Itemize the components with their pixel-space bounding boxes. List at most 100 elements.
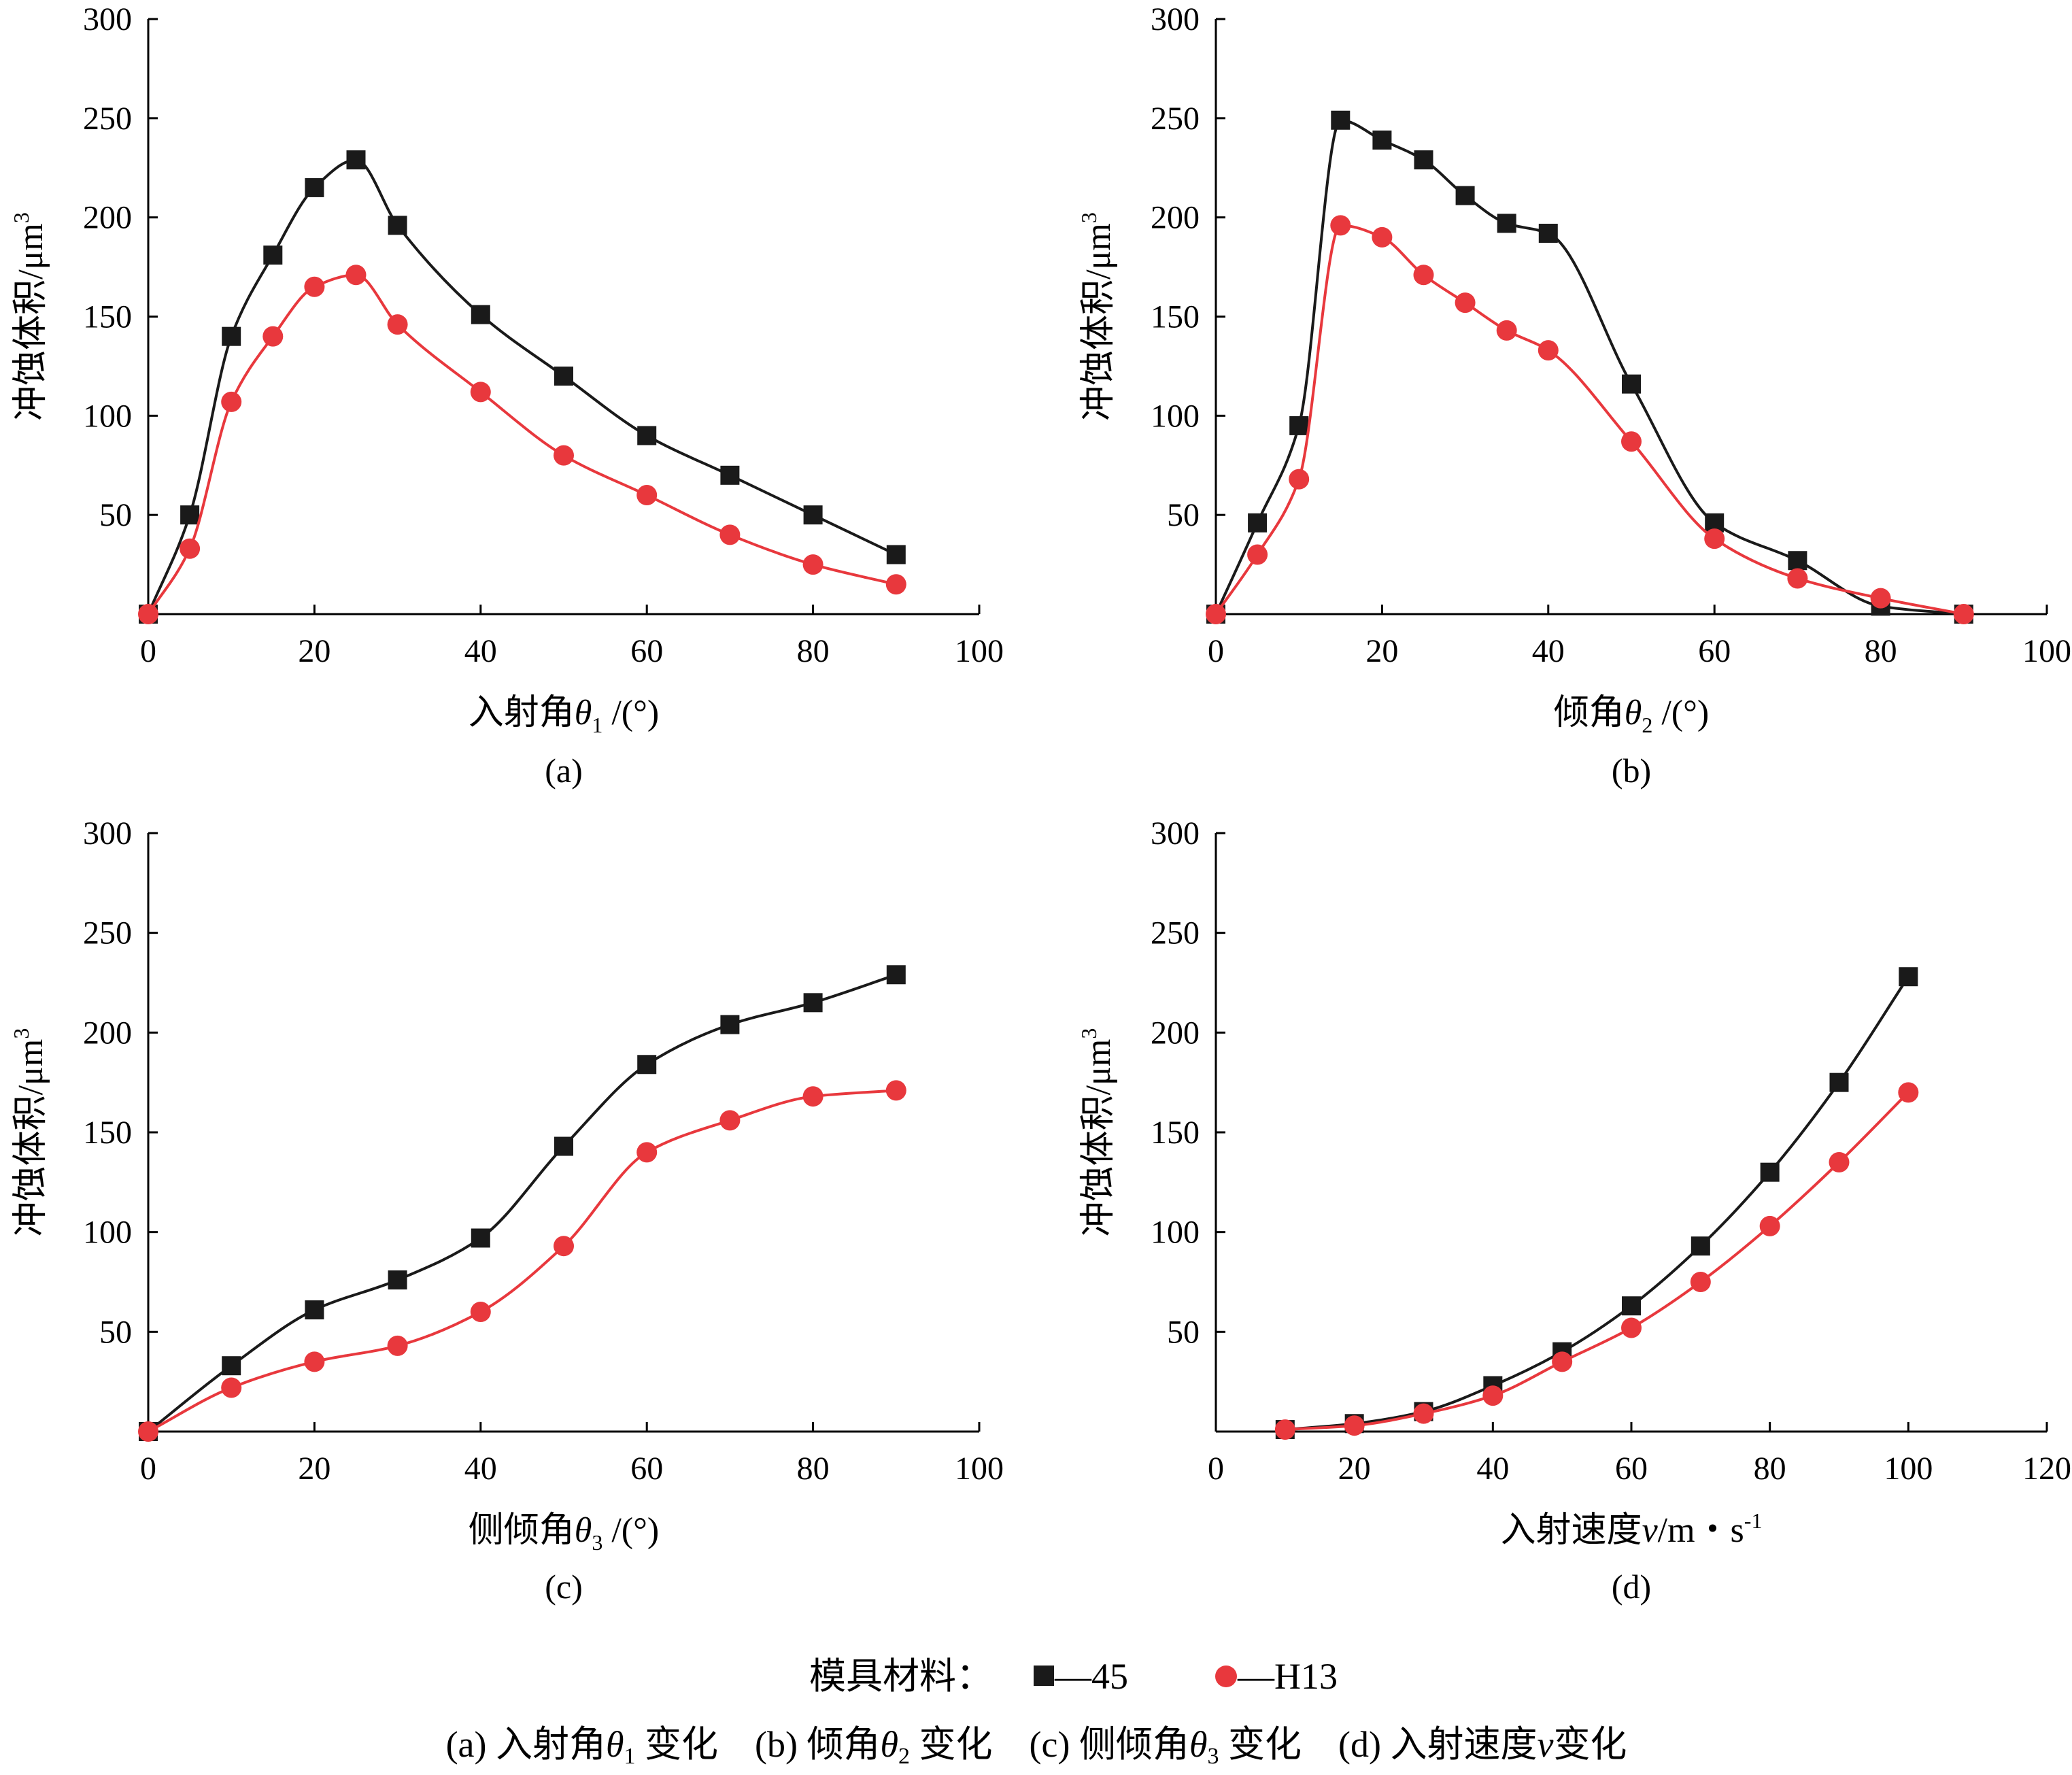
data-point-45 — [1455, 186, 1475, 205]
x-tick-label: 20 — [298, 633, 330, 669]
x-tick-label: 80 — [1754, 1451, 1786, 1487]
x-tick-label: 40 — [1476, 1451, 1509, 1487]
data-point-h13 — [1538, 340, 1559, 361]
data-point-45 — [222, 326, 241, 346]
data-point-h13 — [1247, 544, 1268, 565]
data-point-45 — [1760, 1162, 1780, 1182]
x-tick-label: 20 — [1365, 633, 1398, 669]
panel-tag: (c) — [545, 1568, 583, 1606]
y-tick-label: 250 — [1151, 101, 1200, 137]
x-tick-label: 0 — [140, 1451, 156, 1487]
data-point-h13 — [1953, 604, 1974, 624]
x-tick-label: 60 — [1698, 633, 1731, 669]
data-point-45 — [1538, 224, 1558, 243]
panel-tag: (a) — [545, 751, 583, 790]
data-point-h13 — [262, 326, 284, 347]
y-tick-label: 50 — [99, 497, 132, 533]
legend-text-45: —45 — [1054, 1656, 1128, 1697]
chart-panel-b: 50 100 150 200 250 300 0 20 40 60 80 100 倾角θ2 /(°) 冲蚀… — [1076, 1, 2071, 790]
x-tick-label: 60 — [630, 1451, 663, 1487]
y-tick-label: 250 — [1151, 915, 1200, 951]
legend-text-h13: —H13 — [1237, 1656, 1338, 1697]
x-tick-label: 40 — [464, 1451, 497, 1487]
series-line-45 — [147, 158, 897, 615]
data-point-45 — [1331, 110, 1351, 130]
series-line-h13 — [1285, 1091, 1909, 1432]
data-point-45 — [305, 1300, 324, 1320]
series-line-45 — [1215, 118, 1964, 615]
legend-marker-45 — [1034, 1666, 1054, 1686]
data-point-h13 — [387, 314, 408, 335]
data-point-45 — [1691, 1236, 1710, 1256]
x-tick-label: 40 — [464, 633, 497, 669]
y-tick-label: 50 — [99, 1314, 132, 1350]
data-point-45 — [803, 505, 823, 525]
data-point-h13 — [1870, 588, 1891, 609]
data-point-45 — [803, 993, 823, 1013]
y-tick-label: 150 — [83, 1115, 132, 1151]
data-point-45 — [1372, 130, 1392, 150]
data-point-h13 — [304, 1351, 325, 1372]
y-tick-label: 200 — [83, 1015, 132, 1051]
chart-panel-c: 50 100 150 200 250 300 0 20 40 60 80 100 侧倾角θ3 /(°) 冲… — [9, 815, 1004, 1606]
data-point-45 — [1788, 551, 1807, 571]
data-point-h13 — [387, 1335, 408, 1356]
data-point-h13 — [554, 445, 574, 466]
x-tick-label: 60 — [630, 633, 663, 669]
data-point-h13 — [345, 265, 367, 286]
data-point-h13 — [221, 1377, 242, 1398]
chart-panel-a: 50 100 150 200 250 300 0 20 40 60 80 100 入射角θ1 /(°) 冲… — [9, 1, 1004, 790]
data-point-h13 — [1898, 1082, 1919, 1103]
data-point-h13 — [1621, 431, 1642, 452]
data-point-45 — [720, 1015, 740, 1034]
y-tick-label: 150 — [1151, 1115, 1200, 1151]
x-tick-label: 120 — [2022, 1451, 2071, 1487]
data-point-45 — [1829, 1072, 1849, 1092]
x-tick-label: 100 — [2022, 633, 2071, 669]
data-point-45 — [1289, 416, 1309, 435]
data-point-h13 — [1690, 1272, 1711, 1292]
y-tick-label: 300 — [83, 1, 132, 37]
legend-label: 模具材料： — [809, 1656, 993, 1697]
data-point-45 — [388, 1270, 407, 1290]
data-point-h13 — [1482, 1385, 1504, 1406]
data-point-h13 — [1372, 226, 1393, 248]
y-tick-label: 100 — [1151, 1215, 1200, 1251]
x-tick-label: 40 — [1532, 633, 1565, 669]
y-axis-title: 冲蚀体积/μm3 — [9, 1028, 50, 1237]
data-point-45 — [1622, 1296, 1641, 1316]
data-point-h13 — [1330, 215, 1351, 236]
y-tick-label: 250 — [83, 915, 132, 951]
data-point-45 — [346, 150, 366, 170]
data-point-h13 — [1274, 1419, 1295, 1440]
data-point-45 — [1497, 214, 1516, 233]
data-point-45 — [886, 545, 906, 564]
data-point-h13 — [885, 574, 906, 595]
data-point-45 — [720, 465, 740, 485]
y-tick-label: 300 — [83, 815, 132, 851]
data-point-45 — [1414, 150, 1433, 170]
y-tick-label: 100 — [83, 1215, 132, 1251]
x-axis-title: 侧倾角θ3 /(°) — [469, 1511, 659, 1555]
y-axis-title: 冲蚀体积/μm3 — [1076, 1028, 1118, 1237]
y-tick-label: 250 — [83, 101, 132, 137]
x-tick-label: 60 — [1615, 1451, 1648, 1487]
data-point-h13 — [885, 1080, 906, 1101]
data-point-45 — [1248, 513, 1268, 532]
data-point-45 — [886, 965, 906, 985]
series-line-h13 — [148, 1089, 896, 1433]
y-tick-label: 300 — [1151, 815, 1200, 851]
data-point-45 — [180, 505, 200, 525]
data-point-h13 — [1829, 1152, 1850, 1172]
x-tick-label: 100 — [955, 633, 1004, 669]
data-point-h13 — [1413, 1403, 1434, 1424]
data-point-h13 — [1413, 265, 1434, 286]
y-tick-label: 200 — [1151, 200, 1200, 236]
x-tick-label: 20 — [1338, 1451, 1371, 1487]
data-point-45 — [637, 426, 657, 445]
data-point-h13 — [180, 538, 201, 559]
data-point-h13 — [719, 1110, 741, 1131]
series-line-45 — [1285, 976, 1909, 1432]
legend-marker-h13 — [1215, 1666, 1237, 1687]
